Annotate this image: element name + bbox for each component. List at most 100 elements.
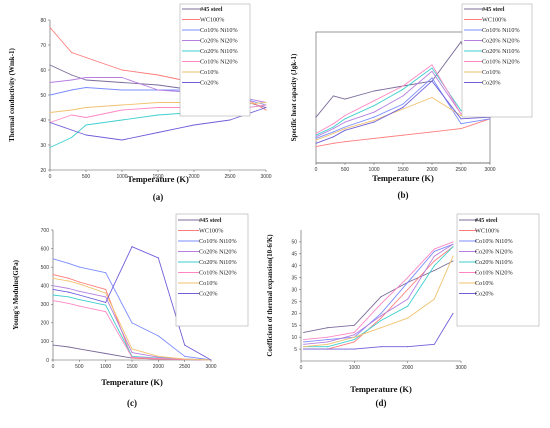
data-point [353, 324, 355, 326]
x-tick-label: 1500 [126, 364, 137, 370]
data-point [105, 304, 107, 306]
series-line-8 [52, 246, 212, 361]
data-point [407, 277, 409, 279]
data-point [131, 356, 133, 358]
data-point [315, 139, 317, 141]
data-point [78, 305, 80, 307]
data-point [380, 303, 382, 305]
data-point [327, 327, 329, 329]
data-point [193, 124, 195, 126]
data-point [184, 358, 186, 360]
panel-label: (c) [127, 398, 137, 408]
y-tick-label: 20 [40, 168, 46, 174]
data-point [121, 81, 123, 84]
legend-entry: Co10% Ni20% [200, 59, 238, 66]
data-point [71, 74, 73, 76]
data-point [229, 119, 231, 121]
series-line-5 [315, 67, 491, 136]
data-point [78, 266, 80, 268]
data-point [68, 287, 70, 290]
x-tick-label: 3000 [484, 167, 495, 173]
data-point [71, 79, 73, 81]
data-point [315, 146, 317, 148]
y-tick-label: 100 [41, 339, 50, 345]
data-point [157, 84, 159, 86]
y-tick-label: 5 [294, 347, 297, 353]
data-point [407, 298, 409, 300]
data-point [131, 246, 133, 248]
legend-entry: Co10% [482, 69, 501, 76]
data-point [433, 250, 435, 252]
x-tick-label: 1000 [100, 364, 111, 370]
y-tick-label: 700 [41, 228, 50, 234]
data-point [105, 272, 107, 274]
series-line-7 [303, 256, 454, 348]
data-point [402, 88, 404, 90]
data-point [105, 296, 107, 298]
chart-panel-b: 0 500 1000 1500 2000 2500 3000 Temperature (K) S… [290, 3, 533, 200]
data-point [105, 311, 107, 313]
data-point [344, 129, 346, 131]
series-line-2 [315, 118, 491, 148]
chart-panel-a: 0 500 1000 1500 2000 2500 3000 20 30 40 50 60 70 80 Te… [8, 3, 272, 202]
x-tick-label: 2000 [402, 365, 413, 371]
y-tick-label: 25 [291, 299, 297, 305]
data-point [52, 294, 54, 296]
data-point [452, 246, 454, 248]
data-point [105, 352, 107, 355]
x-tick-label: 0 [52, 364, 55, 370]
series-line-4 [315, 70, 490, 138]
data-point [327, 341, 329, 343]
legend-entry: Co10% [199, 280, 218, 287]
data-point [433, 343, 435, 345]
data-point [407, 281, 409, 283]
data-point [85, 106, 87, 109]
series-line-8 [49, 107, 267, 141]
data-point [332, 128, 334, 130]
legend-entry: Co10% Ni20% [199, 270, 237, 277]
data-point [303, 348, 305, 350]
legend-entry: Co20% Ni20% [199, 249, 237, 256]
x-tick-label: 1500 [397, 167, 408, 173]
data-point [315, 116, 317, 118]
y-tick-label: 50 [291, 240, 297, 246]
data-point [71, 89, 73, 91]
data-point [303, 346, 305, 348]
y-tick-label: 300 [41, 302, 50, 308]
data-point [85, 76, 87, 79]
y-tick-label: 30 [291, 287, 297, 293]
x-tick-label: 500 [341, 167, 350, 173]
data-point [303, 331, 305, 333]
data-point [402, 95, 404, 97]
data-point [402, 85, 404, 87]
legend-entry: Co20% Ni20% [482, 38, 520, 45]
data-point [71, 136, 73, 139]
data-point [332, 131, 334, 133]
data-point [332, 132, 334, 135]
data-point [303, 343, 305, 345]
legend-entry: Co20% Ni10% [475, 259, 513, 266]
data-point [332, 136, 334, 138]
panel-label: (b) [398, 190, 409, 200]
data-point [105, 301, 107, 303]
data-point [121, 109, 123, 111]
data-point [184, 344, 186, 346]
y-tick-label: 50 [40, 93, 46, 99]
y-tick-label: 200 [41, 321, 50, 327]
x-tick-label: 1000 [116, 174, 127, 180]
legend-entry: Co10% [200, 69, 219, 76]
data-point [121, 89, 123, 91]
y-tick-label: 10 [291, 335, 297, 341]
data-point [460, 110, 462, 112]
x-tick-label: 3000 [455, 365, 466, 371]
legend-entry: WC100% [482, 17, 506, 24]
data-point [105, 292, 107, 294]
legend-entry: Co10% Ni20% [475, 270, 513, 277]
data-point [68, 296, 70, 298]
series-line-8 [303, 313, 454, 350]
data-point [131, 357, 133, 359]
data-point [71, 109, 73, 111]
data-point [131, 348, 133, 350]
data-point [265, 106, 267, 109]
legend-entry: Co10% [475, 280, 494, 287]
